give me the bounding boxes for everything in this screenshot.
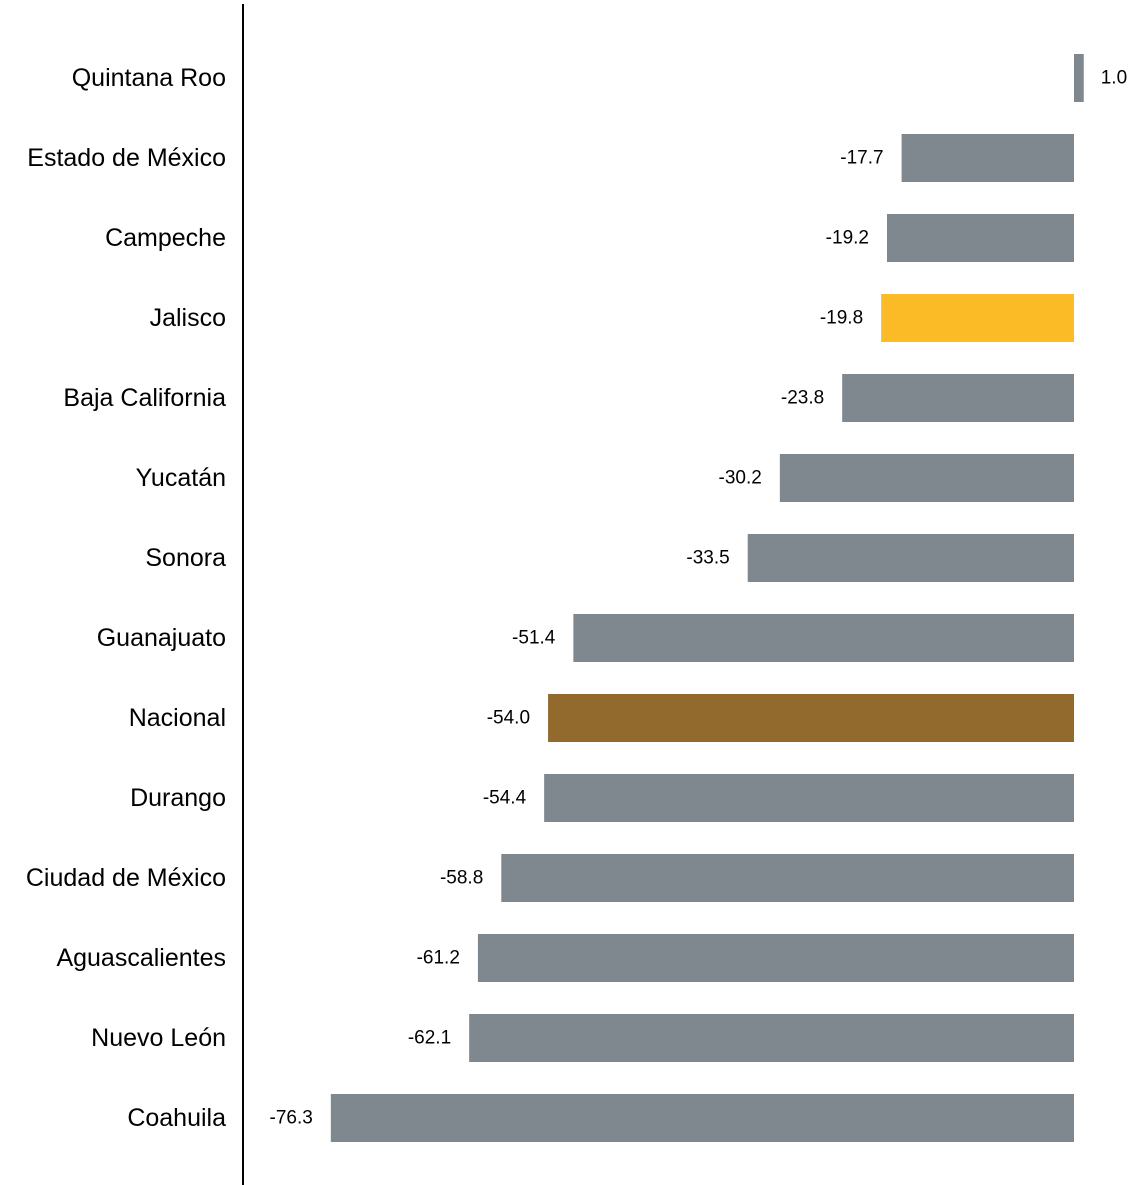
bar-guanajuato [573, 614, 1074, 662]
bar-yucatan [779, 454, 1074, 502]
value-label-aguascalientes: -61.2 [417, 948, 460, 969]
bar-baja-california [842, 374, 1074, 422]
value-label-sonora: -33.5 [686, 548, 729, 569]
value-label-estado-de-mexico: -17.7 [840, 148, 883, 169]
category-labels-group: Quintana Roo Estado de México Campeche Jali… [26, 64, 226, 1132]
value-labels-group: 1.0 -17.7 -19.2 -19.8 -23.8 -30.2 -33.5 -51.4 -5… [270, 68, 1128, 1129]
value-label-campeche: -19.2 [826, 228, 869, 249]
category-label-coahuila: Coahuila [127, 1104, 226, 1132]
value-label-jalisco: -19.8 [820, 308, 863, 329]
bar-quintana-roo [1074, 54, 1084, 102]
value-label-nuevo-leon: -62.1 [408, 1028, 451, 1049]
value-label-yucatan: -30.2 [719, 468, 762, 489]
value-label-nacional: -54.0 [487, 708, 530, 729]
category-label-aguascalientes: Aguascalientes [56, 944, 226, 972]
category-label-guanajuato: Guanajuato [97, 624, 226, 652]
bar-coahuila [330, 1094, 1074, 1142]
bar-sonora [747, 534, 1074, 582]
category-label-campeche: Campeche [105, 224, 226, 252]
bar-aguascalientes [477, 934, 1074, 982]
category-label-nuevo-leon: Nuevo León [91, 1024, 226, 1052]
bar-ciudad-de-mexico [501, 854, 1075, 902]
category-label-ciudad-de-mexico: Ciudad de México [26, 864, 226, 892]
category-label-durango: Durango [130, 784, 226, 812]
bar-campeche [886, 214, 1074, 262]
value-label-coahuila: -76.3 [270, 1108, 313, 1129]
category-label-estado-de-mexico: Estado de México [27, 144, 226, 172]
category-label-quintana-roo: Quintana Roo [72, 64, 226, 92]
category-label-sonora: Sonora [145, 544, 226, 572]
bar-durango [544, 774, 1074, 822]
bar-jalisco [881, 294, 1074, 342]
category-label-jalisco: Jalisco [150, 304, 226, 332]
value-label-baja-california: -23.8 [781, 388, 824, 409]
bars-group [330, 54, 1084, 1142]
value-label-ciudad-de-mexico: -58.8 [440, 868, 483, 889]
category-label-baja-california: Baja California [63, 384, 226, 412]
category-label-yucatan: Yucatán [136, 464, 226, 492]
bar-estado-de-mexico [901, 134, 1074, 182]
category-label-nacional: Nacional [129, 704, 226, 732]
value-label-durango: -54.4 [483, 788, 527, 809]
value-label-quintana-roo: 1.0 [1101, 68, 1127, 89]
bar-nuevo-leon [469, 1014, 1074, 1062]
value-label-guanajuato: -51.4 [512, 628, 556, 649]
bar-nacional [548, 694, 1074, 742]
